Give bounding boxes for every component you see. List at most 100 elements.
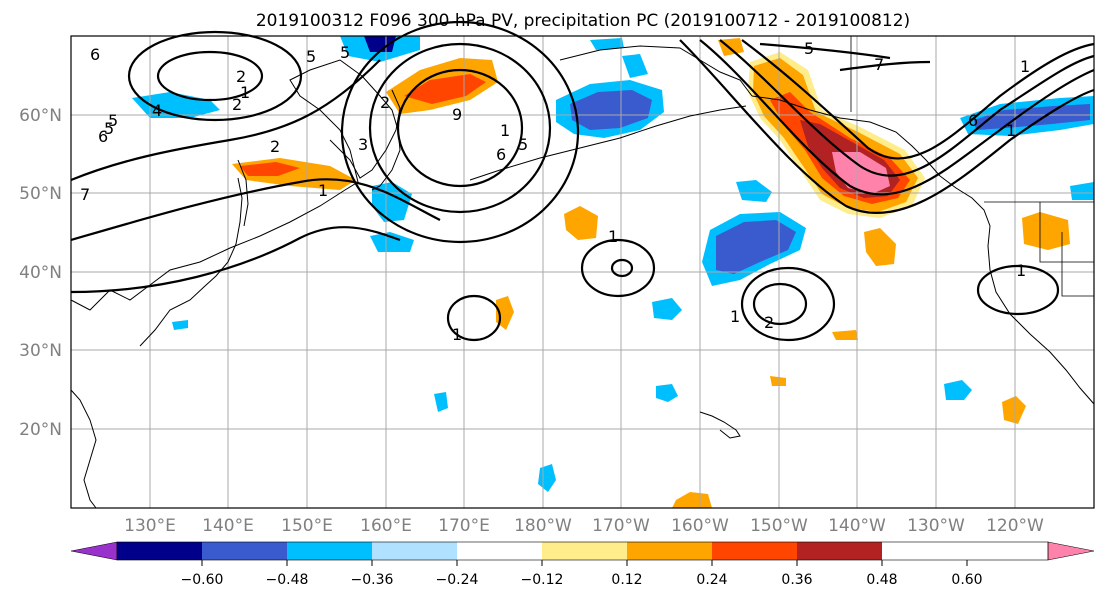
colorbar-segment [542,542,627,560]
coast-alaska-north [559,45,753,97]
colorbar-tick-label: 0.24 [696,572,727,588]
contour-north-arc-2 [839,60,931,72]
contour-label: 6 [968,111,978,130]
political-borders [850,36,1094,297]
contour-label: 1 [318,181,328,200]
lon-label: 170°E [438,516,490,536]
lon-label: 120°W [986,516,1044,536]
colorbar-ticks [201,560,968,566]
latitude-labels: 60°N 50°N 40°N 30°N 20°N [19,106,62,440]
contour-label: 1 [1016,261,1026,280]
contour-east-small [976,264,1060,316]
precip-positive-patch-9 [832,330,858,340]
colorbar-segment [372,542,457,560]
colorbar-segment [457,542,542,560]
pv-contours [70,20,1095,342]
contour-trough-2 [719,39,1095,177]
contour-trough-1 [699,39,1095,196]
contour-label: 1 [608,227,618,246]
colorbar-tick-label: 0.12 [611,572,642,588]
colorbar-tick-label: 0.36 [781,572,812,588]
contour-label: 1 [1020,57,1030,76]
precip-negative-patch-5 [656,384,678,402]
contour-label: 5 [108,111,118,130]
coast-aleutians [469,105,747,181]
coast-na-west [939,175,1095,405]
coast-hawaii [699,411,741,439]
coast-korea-china [70,389,97,509]
lat-label: 50°N [19,184,62,204]
contour-low-okhotsk-3 [340,20,580,244]
contour-label: 3 [358,135,368,154]
contour-south-low-inner [752,282,808,326]
colorbar-tick-label: −0.60 [181,572,224,588]
contour-central-low-inner [610,258,634,278]
precip-positive-patch-5 [1002,396,1026,424]
contour-label: 1 [452,325,462,344]
longitude-labels: 130°E 140°E 150°E 160°E 170°E 180°W 170°… [124,516,1044,536]
contour-north-arc [759,42,891,60]
map-panel: 6 5 5 1 4 5 2 6 2 3 5 1 9 1 2 6 5 1 1 2 … [70,20,1095,509]
contour-label: 1 [500,121,510,140]
precip-negative-patch-2 [370,232,414,252]
precip-negative-northeast-blue [974,104,1090,130]
contour-label: 5 [518,135,528,154]
map-title: 2019100312 F096 300 hPa PV, precipitatio… [256,11,910,31]
precip-positive-patch-1 [564,206,598,240]
contour-central-low [580,238,656,298]
colorbar-tick-label: −0.12 [521,572,564,588]
contour-jet-west-3 [70,59,381,182]
contour-label: 6 [98,127,108,146]
contour-west-small [446,294,502,342]
colorbar-tick-label: −0.24 [436,572,479,588]
precip-negative-bering-blue [570,90,652,130]
contour-labels: 6 5 5 1 4 5 2 6 2 3 5 1 9 1 2 6 5 1 1 2 … [80,39,1030,344]
coast-asia [70,59,401,311]
contour-label: 5 [804,39,814,58]
precip-negative-patch-12 [172,320,188,330]
contour-label: 4 [152,101,162,120]
lon-label: 140°W [828,516,886,536]
contour-label: 2 [764,313,774,332]
colorbar-extend-min [70,541,118,561]
colorbar-segment [287,542,372,560]
map-frame [70,35,1095,509]
lon-label: 150°W [750,516,808,536]
border-state-1 [1039,202,1094,263]
colorbar: −0.60 −0.48 −0.36 −0.24 −0.12 0.12 0.24 … [70,541,1095,588]
contour-south-low [740,266,836,342]
precip-negative-north-160e-dark [364,36,396,52]
contour-label: 1 [240,83,250,102]
precip-negative-patch-11 [622,54,648,78]
contour-label: 6 [496,145,506,164]
precip-positive-patch-6 [672,492,712,508]
contour-label: 5 [104,119,114,138]
contour-label: 2 [380,93,390,112]
colorbar-segment [627,542,712,560]
precip-negative-patch-10 [590,38,624,50]
contour-label: 2 [236,67,246,86]
lon-label: 150°E [281,516,333,536]
contour-jet-west-1 [70,178,441,242]
colorbar-tick-label: 0.48 [866,572,897,588]
border-state-2 [1061,232,1094,297]
lon-label: 160°W [671,516,729,536]
coastlines [70,45,1095,509]
contour-trough-4 [679,39,1095,215]
lon-label: 130°E [124,516,176,536]
contour-label: 1 [1006,121,1016,140]
precip-positive-patch-8 [770,376,786,386]
contour-label: 5 [306,47,316,66]
precip-negative-patch-6 [944,380,972,400]
contour-high-west-2 [127,30,303,122]
contour-jet-west-2 [70,226,401,294]
contour-low-okhotsk [396,68,524,188]
lon-label: 170°W [592,516,650,536]
precip-negative-patch-3 [736,180,772,202]
precip-positive-okhotsk-red [240,162,300,176]
colorbar-extend-max [1047,541,1095,561]
precip-positive-kamchatka-red [404,74,486,104]
contour-label: 2 [232,95,242,114]
lat-label: 60°N [19,106,62,126]
